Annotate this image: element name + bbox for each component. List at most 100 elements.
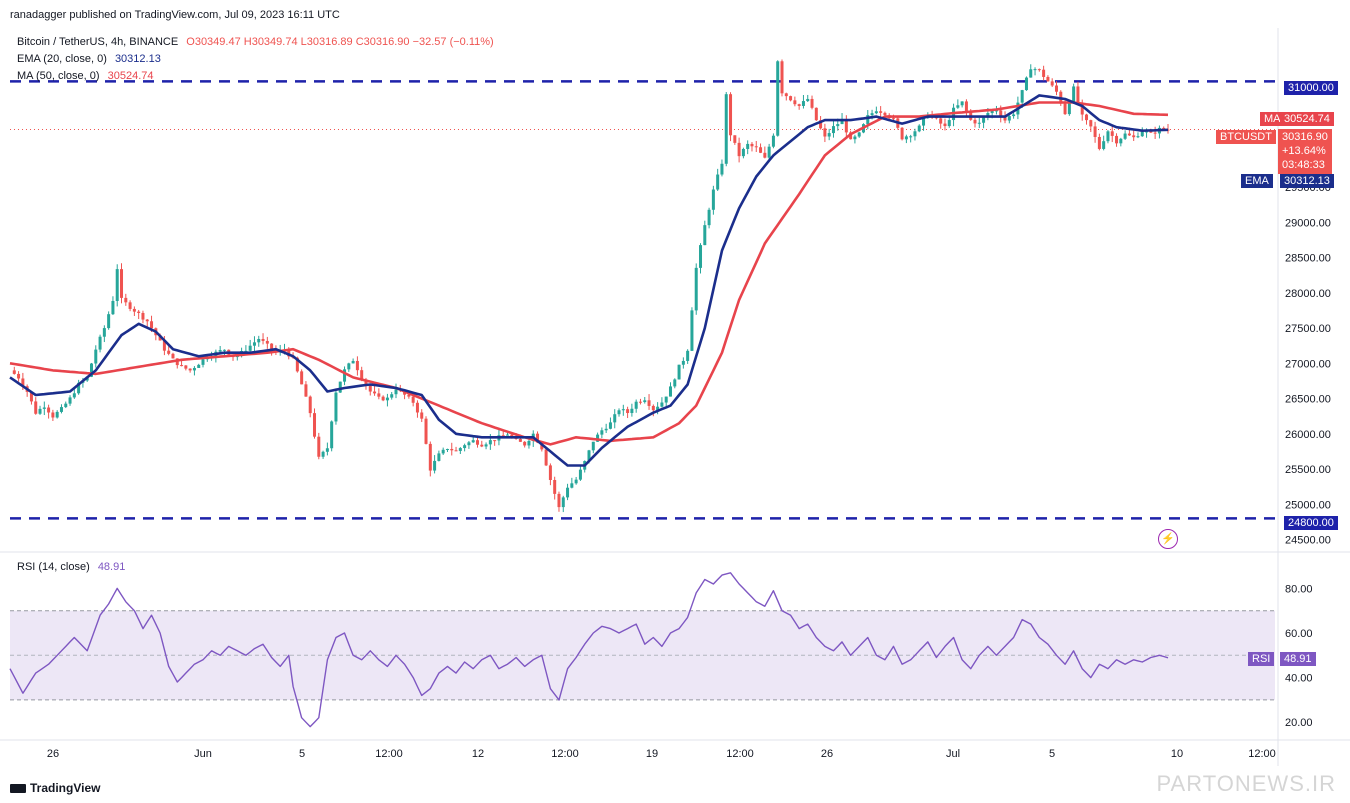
candle-body	[1033, 69, 1037, 71]
candle-body	[677, 364, 681, 380]
candle-body	[265, 340, 269, 344]
candle-body	[994, 110, 998, 112]
candle-body	[883, 112, 887, 116]
candle-body	[506, 434, 510, 436]
tradingview-logo[interactable]: TradingView	[10, 781, 100, 795]
candle-body	[690, 310, 694, 351]
candle-body	[797, 104, 801, 106]
rsi-tick-label: 60.00	[1285, 628, 1313, 640]
candle-body	[1127, 133, 1131, 136]
candle-body	[428, 443, 432, 471]
candle-body	[454, 450, 458, 452]
candle-body	[445, 448, 449, 450]
candle-body	[844, 119, 848, 133]
candle-body	[377, 393, 381, 397]
candle-body	[42, 407, 46, 409]
candle-body	[866, 115, 870, 125]
time-tick-label: 5	[299, 748, 305, 760]
candle-body	[913, 131, 917, 137]
candle-body	[244, 350, 248, 352]
candle-body	[34, 401, 38, 414]
candle-body	[424, 418, 428, 444]
candle-body	[1093, 126, 1097, 137]
rsi-tick-label: 40.00	[1285, 673, 1313, 685]
time-tick-label: Jun	[194, 748, 212, 760]
price-tick-label: 29000.00	[1285, 217, 1331, 229]
candle-body	[789, 96, 793, 101]
ma-legend-label: MA (50, close, 0)	[17, 70, 100, 82]
candle-body	[330, 421, 334, 449]
ema-name-tag: EMA	[1241, 174, 1273, 188]
candle-body	[77, 382, 81, 394]
candle-body	[767, 146, 771, 158]
time-tick-label: 12	[472, 748, 484, 760]
candle-body	[433, 460, 437, 471]
candle-body	[501, 435, 505, 437]
candle-body	[385, 397, 389, 401]
candle-body	[634, 401, 638, 409]
candle-body	[257, 338, 261, 343]
candle-body	[982, 117, 986, 123]
candle-body	[673, 379, 677, 387]
candle-body	[317, 436, 321, 457]
candle-body	[694, 267, 698, 311]
candle-body	[656, 406, 660, 411]
candle-body	[29, 391, 33, 402]
ohlc-values: O30349.47 H30349.74 L30316.89 C30316.90 …	[186, 36, 494, 48]
candle-body	[145, 319, 149, 322]
candle-body	[17, 373, 21, 379]
candle-body	[1132, 135, 1136, 138]
rsi-line	[9, 572, 1169, 728]
candle-body	[300, 371, 304, 385]
candle-body	[681, 360, 685, 365]
candle-body	[741, 148, 745, 157]
candle-body	[836, 124, 840, 127]
candle-body	[943, 123, 947, 127]
ma-line	[9, 101, 1169, 446]
candle-body	[390, 394, 394, 398]
price-tick-label: 26500.00	[1285, 394, 1331, 406]
candle-body	[1153, 132, 1157, 134]
candle-body	[964, 101, 968, 111]
candle-body	[566, 487, 570, 498]
candle-body	[441, 449, 445, 454]
candle-body	[1110, 131, 1114, 136]
candle-body	[776, 61, 780, 136]
candle-body	[59, 407, 63, 412]
candle-body	[626, 409, 630, 414]
candle-body	[668, 386, 672, 397]
candle-body	[313, 413, 317, 437]
candle-body	[484, 444, 488, 447]
candle-body	[111, 300, 115, 315]
candle-body	[1080, 102, 1084, 115]
rsi-value-tag: 48.91	[1280, 652, 1316, 666]
brand-label: TradingView	[30, 781, 101, 795]
candle-body	[488, 440, 492, 445]
candle-body	[814, 107, 818, 121]
flash-icon[interactable]: ⚡	[1158, 529, 1178, 549]
symbol-name: Bitcoin / TetherUS, 4h, BINANCE	[17, 36, 179, 48]
candle-body	[999, 110, 1003, 117]
time-tick-label: 5	[1049, 748, 1055, 760]
candle-body	[703, 225, 707, 246]
candle-body	[699, 245, 703, 268]
candle-body	[737, 142, 741, 157]
candle-body	[1050, 81, 1054, 86]
candle-body	[55, 411, 59, 418]
candle-body	[831, 126, 835, 134]
candle-body	[184, 365, 188, 369]
logo-mark-icon	[10, 784, 26, 794]
candle-body	[1076, 86, 1080, 103]
candle-body	[141, 312, 145, 320]
candle-body	[900, 127, 904, 140]
candle-body	[591, 441, 595, 451]
candle-body	[68, 397, 72, 404]
candle-body	[334, 392, 338, 422]
candle-body	[347, 363, 351, 370]
candle-body	[643, 400, 647, 403]
time-tick-label: 12:00	[726, 748, 754, 760]
candle-body	[171, 353, 175, 359]
candle-body	[360, 370, 364, 380]
candle-body	[188, 368, 192, 371]
